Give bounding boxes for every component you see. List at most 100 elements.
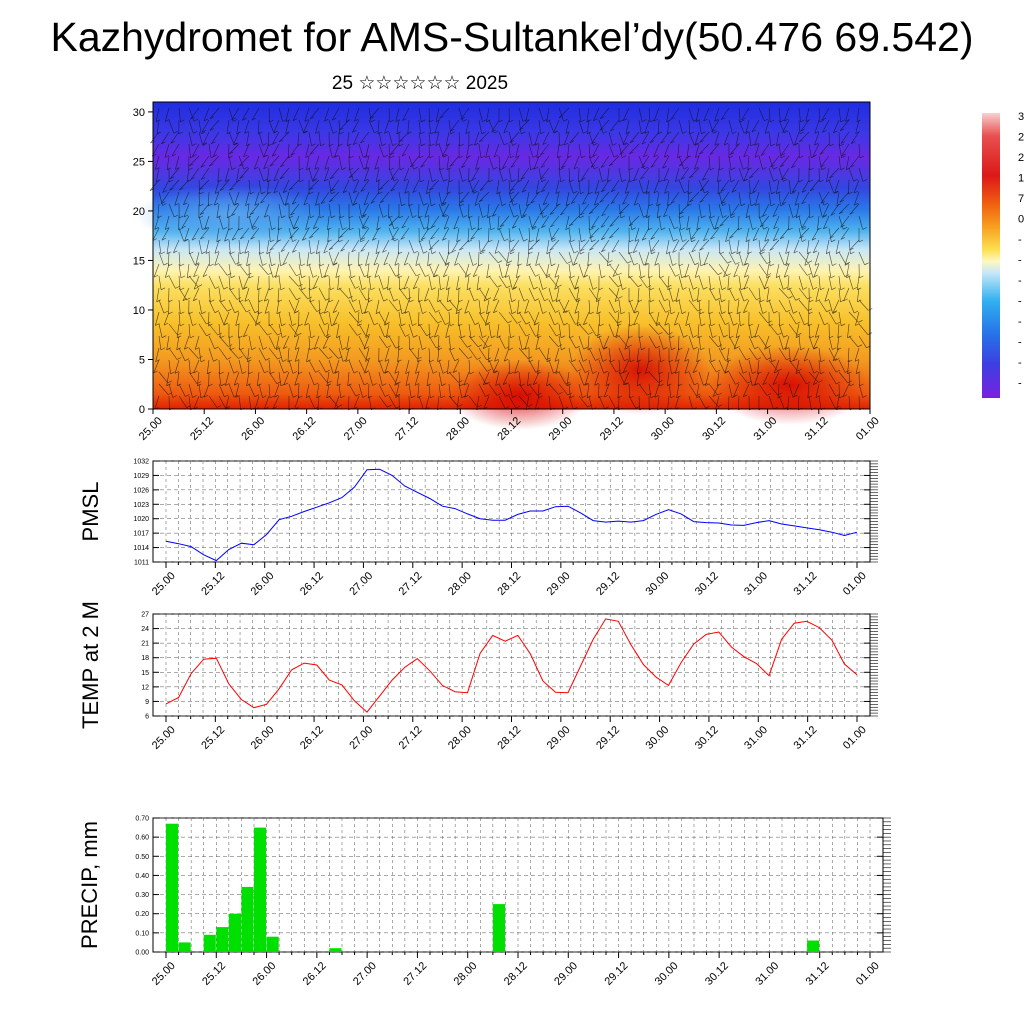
wind-barb-flag bbox=[464, 395, 469, 398]
wind-barb bbox=[524, 299, 530, 314]
wind-barb-flag bbox=[316, 251, 321, 254]
x-tick-label: 26.12 bbox=[301, 960, 329, 988]
wind-barb bbox=[548, 299, 556, 313]
wind-barb-flag bbox=[482, 215, 487, 218]
wind-barb-flag bbox=[721, 287, 727, 290]
wind-barb-flag bbox=[315, 203, 320, 206]
wind-barb bbox=[720, 179, 730, 192]
wind-barb-flag bbox=[325, 369, 330, 373]
wind-barb-flag bbox=[239, 176, 244, 179]
wind-barb bbox=[456, 275, 460, 290]
wind-barb bbox=[238, 335, 240, 351]
wind-barb bbox=[228, 239, 231, 254]
wind-barb-flag bbox=[813, 250, 818, 254]
wind-barb bbox=[483, 395, 490, 410]
wind-barb-flag bbox=[503, 130, 508, 134]
wind-barb-flag bbox=[724, 142, 729, 146]
wind-barb-flag bbox=[429, 119, 434, 123]
wind-barb bbox=[364, 299, 370, 314]
wind-barb bbox=[793, 383, 800, 398]
wind-barb bbox=[367, 263, 370, 278]
wind-barb bbox=[822, 203, 830, 217]
wind-barb-flag bbox=[413, 250, 419, 254]
wind-barb bbox=[293, 215, 300, 229]
wind-barb-flag bbox=[454, 263, 459, 266]
wind-barb-flag bbox=[742, 167, 748, 170]
wind-barb bbox=[758, 347, 767, 360]
wind-barb bbox=[678, 215, 682, 230]
wind-barb bbox=[656, 191, 660, 206]
wind-barb bbox=[243, 143, 250, 158]
wind-barb bbox=[451, 239, 460, 253]
wind-barb bbox=[678, 155, 690, 167]
wind-barb bbox=[503, 119, 510, 134]
wind-barb-flag bbox=[342, 347, 347, 350]
wind-barb-flag bbox=[488, 239, 493, 243]
wind-barb bbox=[698, 275, 704, 290]
wind-barb-flag bbox=[574, 287, 579, 290]
wind-barb-flag bbox=[490, 227, 495, 231]
wind-barb bbox=[358, 155, 364, 170]
wind-barb-flag bbox=[374, 167, 379, 170]
wind-barb-flag bbox=[598, 395, 603, 399]
wind-barb bbox=[628, 215, 640, 227]
wind-barb bbox=[725, 227, 730, 242]
wind-barb-flag bbox=[762, 382, 768, 385]
wind-barb-flag bbox=[593, 166, 599, 170]
wind-barb-flag bbox=[699, 248, 704, 251]
wind-barb bbox=[428, 323, 430, 339]
wind-barb-flag bbox=[348, 175, 354, 179]
wind-barb-flag bbox=[777, 332, 782, 336]
wind-barb-flag bbox=[820, 287, 825, 291]
wind-barb bbox=[829, 167, 840, 179]
wind-barb bbox=[471, 167, 480, 181]
wind-barb bbox=[718, 311, 726, 325]
wind-barb-flag bbox=[802, 287, 808, 290]
wind-barb bbox=[568, 215, 580, 227]
wind-barb bbox=[326, 323, 330, 338]
x-tick-label: 31.00 bbox=[753, 960, 781, 988]
wind-barb bbox=[188, 383, 193, 398]
wind-barb-flag bbox=[496, 335, 502, 339]
wind-barb bbox=[818, 347, 821, 362]
wind-barb bbox=[517, 251, 520, 266]
wind-barb-flag bbox=[832, 347, 837, 350]
wind-barb-flag bbox=[487, 344, 492, 348]
wind-barb bbox=[352, 119, 360, 133]
wind-barb-flag bbox=[560, 179, 565, 183]
wind-barb-flag bbox=[664, 323, 669, 326]
wind-barb bbox=[443, 263, 450, 277]
wind-barb-flag bbox=[813, 274, 818, 278]
wind-barb-flag bbox=[542, 215, 547, 218]
wind-barb-flag bbox=[486, 369, 492, 372]
wind-barb bbox=[428, 299, 436, 313]
wind-barb bbox=[194, 335, 200, 350]
wind-barb bbox=[738, 311, 741, 326]
wind-barb-flag bbox=[185, 394, 190, 397]
wind-barb bbox=[378, 179, 390, 191]
wind-barb bbox=[828, 251, 833, 266]
wind-barb bbox=[428, 335, 437, 349]
wind-barb-flag bbox=[369, 116, 375, 119]
wind-barb bbox=[541, 215, 550, 228]
wind-barb-flag bbox=[752, 190, 757, 193]
wind-barb bbox=[258, 347, 266, 361]
wind-barb bbox=[638, 335, 642, 350]
wind-barb bbox=[246, 371, 250, 386]
wind-barb-flag bbox=[580, 251, 585, 255]
wind-barb bbox=[229, 179, 240, 191]
wind-barb-flag bbox=[409, 299, 414, 303]
wind-barb-flag bbox=[247, 359, 252, 363]
wind-barb-flag bbox=[488, 359, 493, 363]
wind-barb-flag bbox=[415, 263, 420, 266]
wind-barb-flag bbox=[364, 226, 369, 230]
wind-barb-flag bbox=[290, 153, 295, 156]
wind-barb-flag bbox=[840, 141, 846, 144]
wind-barb-flag bbox=[851, 141, 856, 144]
wind-barb bbox=[418, 119, 421, 134]
wind-barb-flag bbox=[780, 203, 785, 207]
wind-barb bbox=[271, 143, 280, 157]
wind-barb bbox=[248, 395, 252, 410]
wind-barb-flag bbox=[542, 287, 547, 290]
wind-barb bbox=[294, 395, 300, 410]
